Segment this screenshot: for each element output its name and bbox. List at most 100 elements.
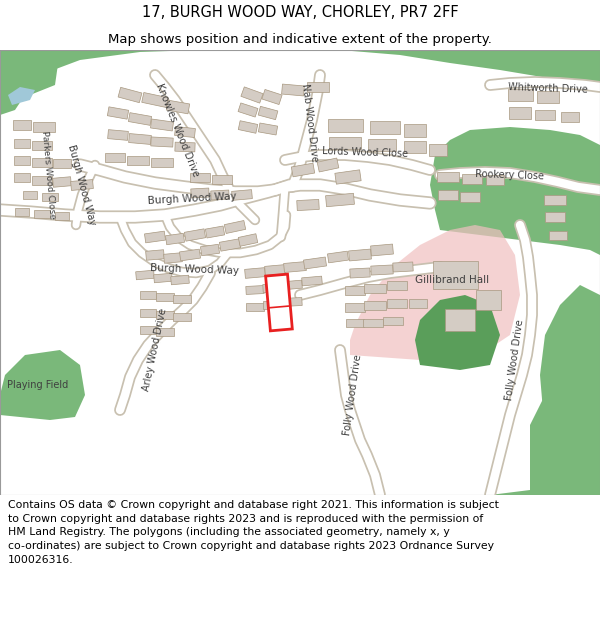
Bar: [184, 229, 206, 241]
Bar: [166, 100, 190, 114]
Bar: [105, 152, 125, 161]
Bar: [438, 190, 458, 200]
Bar: [284, 261, 307, 272]
Bar: [136, 270, 154, 280]
Bar: [42, 193, 58, 201]
Bar: [107, 107, 128, 119]
Bar: [241, 87, 263, 103]
Bar: [297, 199, 319, 211]
Text: Rookery Close: Rookery Close: [475, 169, 545, 181]
Bar: [238, 234, 258, 246]
Bar: [127, 156, 149, 164]
Bar: [258, 106, 278, 119]
Bar: [145, 231, 166, 243]
Bar: [368, 139, 396, 151]
Polygon shape: [0, 350, 85, 420]
Bar: [205, 226, 224, 238]
Polygon shape: [530, 355, 600, 495]
Bar: [545, 212, 565, 222]
Bar: [14, 173, 30, 181]
Bar: [429, 144, 447, 156]
Bar: [387, 281, 407, 289]
Bar: [328, 119, 362, 131]
Text: Burgh Wood Way: Burgh Wood Way: [67, 144, 98, 226]
Bar: [304, 257, 326, 269]
Bar: [549, 231, 567, 239]
Polygon shape: [490, 480, 600, 495]
Bar: [544, 195, 566, 205]
Bar: [191, 188, 209, 198]
Bar: [156, 328, 174, 336]
Bar: [263, 284, 283, 292]
Polygon shape: [540, 285, 600, 495]
Bar: [387, 299, 407, 308]
Bar: [13, 120, 31, 130]
Bar: [259, 123, 278, 135]
Bar: [246, 286, 264, 294]
Bar: [238, 103, 258, 117]
Bar: [345, 286, 365, 294]
Text: Whitworth Drive: Whitworth Drive: [508, 82, 588, 94]
Bar: [363, 319, 383, 327]
Bar: [154, 273, 172, 282]
Polygon shape: [0, 80, 25, 115]
Bar: [349, 249, 371, 261]
Bar: [393, 262, 413, 272]
Bar: [383, 317, 403, 325]
Bar: [433, 261, 478, 289]
Bar: [291, 163, 315, 177]
Bar: [302, 276, 322, 286]
Bar: [32, 158, 52, 166]
Polygon shape: [560, 415, 600, 495]
Bar: [173, 313, 191, 321]
Bar: [224, 221, 246, 234]
Bar: [307, 82, 329, 92]
Bar: [190, 173, 210, 181]
Bar: [232, 189, 253, 201]
Bar: [53, 159, 71, 168]
Bar: [246, 303, 264, 311]
Bar: [508, 89, 533, 101]
Polygon shape: [430, 127, 600, 255]
Text: Knowles Wood Drive: Knowles Wood Drive: [154, 82, 200, 178]
Bar: [55, 212, 69, 220]
Bar: [140, 326, 156, 334]
Bar: [371, 244, 394, 256]
Bar: [329, 137, 361, 149]
Bar: [404, 141, 426, 153]
Text: Playing Field: Playing Field: [7, 380, 68, 390]
Bar: [175, 126, 196, 138]
Bar: [128, 134, 151, 144]
Bar: [561, 112, 579, 122]
Bar: [118, 88, 142, 103]
Bar: [486, 175, 504, 185]
Bar: [23, 191, 37, 199]
Bar: [71, 179, 94, 191]
Bar: [212, 174, 232, 184]
Bar: [281, 280, 302, 290]
Bar: [437, 172, 459, 182]
Text: 17, BURGH WOOD WAY, CHORLEY, PR7 2FF: 17, BURGH WOOD WAY, CHORLEY, PR7 2FF: [142, 5, 458, 20]
Bar: [14, 139, 30, 148]
Bar: [370, 121, 400, 134]
Bar: [151, 158, 173, 166]
Bar: [32, 141, 52, 149]
Bar: [262, 89, 282, 104]
Polygon shape: [8, 87, 35, 105]
Bar: [266, 274, 292, 331]
Polygon shape: [350, 225, 520, 360]
Bar: [107, 129, 128, 141]
Bar: [53, 177, 71, 187]
Text: Parkers Wood Close: Parkers Wood Close: [40, 131, 56, 219]
Polygon shape: [0, 50, 60, 105]
Bar: [281, 84, 304, 96]
Bar: [140, 291, 156, 299]
Bar: [151, 119, 173, 131]
Text: Folly Wood Drive: Folly Wood Drive: [343, 354, 364, 436]
Bar: [460, 192, 480, 202]
Bar: [509, 107, 531, 119]
Bar: [170, 275, 190, 285]
Bar: [263, 301, 283, 309]
Bar: [151, 137, 173, 147]
Bar: [156, 293, 174, 301]
